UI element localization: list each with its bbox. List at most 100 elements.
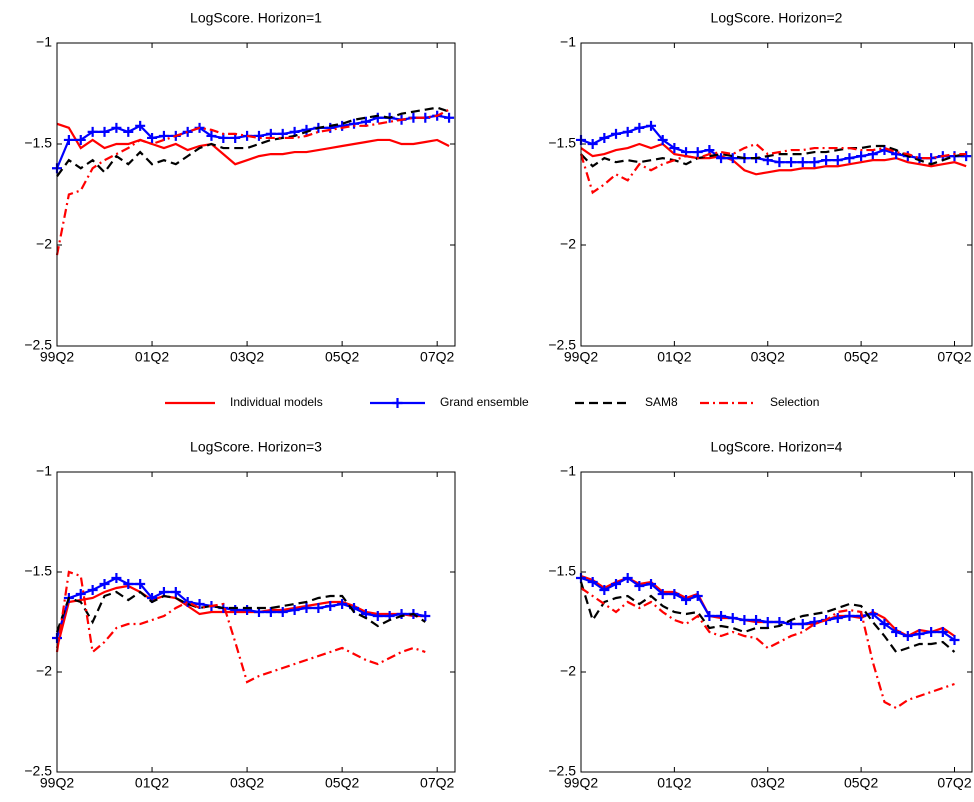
chart-title: LogScore. Horizon=1: [190, 10, 322, 26]
y-tick-label: −2: [36, 663, 52, 679]
point-marker: [832, 613, 843, 623]
point-marker: [301, 603, 312, 613]
point-marker: [396, 609, 407, 619]
point-marker: [111, 122, 122, 133]
point-marker: [277, 607, 288, 617]
y-tick-label: −2.5: [24, 337, 52, 353]
point-marker: [646, 120, 657, 131]
point-marker: [797, 157, 808, 168]
point-marker: [206, 130, 217, 141]
series-line: [55, 590, 426, 633]
point-marker: [313, 603, 324, 613]
plot-frame: [580, 42, 973, 347]
y-tick-label: −1.5: [548, 563, 576, 579]
point-marker: [727, 613, 738, 623]
legend-label: SAM8: [645, 395, 678, 409]
x-tick-label: 99Q2: [40, 775, 74, 791]
point-marker: [716, 611, 727, 621]
point-marker: [844, 153, 855, 164]
series-line: [55, 576, 426, 639]
point-marker: [762, 617, 773, 627]
y-tick-label: −2: [560, 236, 576, 252]
point-marker: [634, 581, 645, 591]
point-marker: [87, 585, 98, 595]
y-tick-label: −1.5: [24, 563, 52, 579]
point-marker: [420, 611, 431, 621]
y-tick-label: −1: [560, 463, 576, 479]
point-marker: [158, 130, 169, 141]
point-marker: [372, 112, 383, 123]
point-marker: [832, 155, 843, 166]
point-marker: [844, 611, 855, 621]
point-marker: [821, 155, 832, 166]
x-tick-label: 01Q2: [135, 349, 169, 365]
point-marker: [75, 589, 86, 599]
legend-label: Individual models: [230, 395, 323, 409]
series-line: [580, 144, 967, 168]
point-marker: [622, 126, 633, 137]
point-marker: [599, 132, 610, 143]
point-marker: [786, 157, 797, 168]
x-tick-label: 05Q2: [844, 349, 878, 365]
x-tick-label: 05Q2: [844, 775, 878, 791]
point-marker: [372, 611, 383, 621]
point-marker: [444, 112, 455, 123]
point-marker: [751, 615, 762, 625]
point-marker: [325, 601, 336, 611]
point-marker: [692, 591, 703, 601]
x-tick-label: 99Q2: [40, 349, 74, 365]
point-marker: [949, 635, 960, 645]
point-marker: [727, 153, 738, 164]
plot-frame: [580, 471, 973, 773]
y-tick-label: −1: [36, 463, 52, 479]
point-marker: [242, 605, 253, 615]
series-line: [56, 106, 450, 177]
point-marker: [182, 126, 193, 137]
point-marker: [587, 139, 598, 149]
x-tick-label: 05Q2: [325, 775, 359, 791]
x-tick-label: 07Q2: [937, 775, 971, 791]
point-marker: [809, 157, 820, 168]
point-marker: [646, 579, 657, 589]
x-tick-label: 07Q2: [937, 349, 971, 365]
legend-label: Selection: [770, 395, 819, 409]
point-marker: [622, 573, 633, 583]
point-marker: [856, 151, 867, 162]
y-tick-label: −2: [560, 663, 576, 679]
point-marker: [681, 595, 692, 605]
x-tick-label: 01Q2: [657, 349, 691, 365]
point-marker: [587, 577, 598, 587]
y-tick-label: −1.5: [548, 135, 576, 151]
x-tick-label: 99Q2: [564, 349, 598, 365]
x-tick-label: 05Q2: [325, 349, 359, 365]
point-marker: [349, 118, 360, 129]
y-tick-label: −1: [560, 34, 576, 50]
point-marker: [716, 153, 727, 164]
point-marker: [75, 134, 86, 145]
point-marker: [879, 619, 890, 629]
series-line: [580, 142, 967, 176]
legend-label: Grand ensemble: [440, 395, 529, 409]
point-marker: [774, 157, 785, 168]
chart-title: LogScore. Horizon=3: [190, 439, 322, 455]
point-marker: [182, 597, 193, 607]
x-tick-label: 03Q2: [230, 349, 264, 365]
y-tick-label: −2.5: [24, 763, 52, 779]
point-marker: [135, 120, 146, 131]
x-tick-label: 07Q2: [420, 775, 454, 791]
point-marker: [926, 627, 937, 637]
point-marker: [337, 599, 348, 609]
point-marker: [63, 134, 74, 145]
series-line: [56, 122, 450, 166]
series-line: [55, 584, 426, 649]
point-marker: [611, 579, 622, 589]
point-marker: [87, 126, 98, 137]
x-tick-label: 99Q2: [564, 775, 598, 791]
y-tick-label: −2.5: [548, 763, 576, 779]
legend-marker: [392, 398, 403, 408]
plot-frame: [56, 471, 456, 773]
point-marker: [123, 579, 134, 589]
point-marker: [123, 126, 134, 137]
point-marker: [739, 615, 750, 625]
